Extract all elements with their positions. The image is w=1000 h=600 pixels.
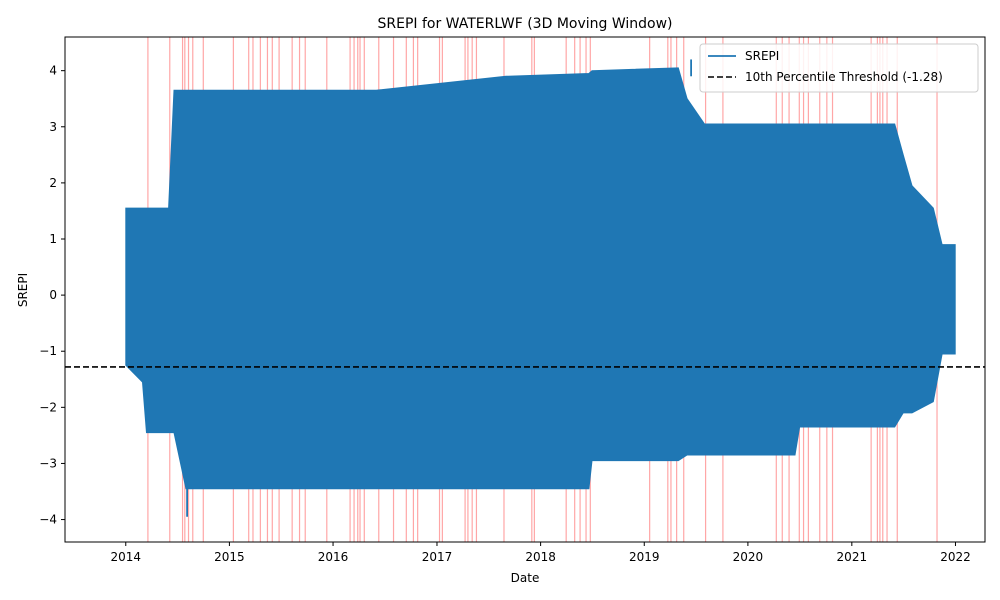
y-tick-label: 2 [49,176,57,190]
y-tick-label: −1 [39,344,57,358]
y-axis-label: SREPI [16,273,30,307]
y-tick-label: −2 [39,400,57,414]
x-axis: 2014 2015 2016 2017 2018 2019 2020 2021 2022 [110,542,971,564]
legend-label-srepi: SREPI [745,49,779,63]
x-tick-label: 2021 [837,550,868,564]
y-tick-label: 0 [49,288,57,302]
series-srepi [125,59,956,517]
chart-title: SREPI for WATERLWF (3D Moving Window) [377,16,672,32]
legend-label-threshold: 10th Percentile Threshold (-1.28) [745,70,943,84]
x-tick-label: 2018 [525,550,556,564]
y-tick-label: 3 [49,120,57,134]
x-tick-label: 2014 [110,550,141,564]
legend: SREPI 10th Percentile Threshold (-1.28) [699,43,979,93]
x-tick-label: 2016 [318,550,349,564]
y-tick-label: 1 [49,232,57,246]
x-tick-label: 2022 [940,550,971,564]
x-tick-label: 2019 [629,550,660,564]
y-tick-label: 4 [49,64,57,78]
y-tick-label: −4 [39,513,57,527]
x-tick-label: 2017 [422,550,453,564]
y-axis: −4 −3 −2 −1 0 1 2 3 4 [39,64,65,527]
x-axis-label: Date [511,571,540,585]
y-tick-label: −3 [39,456,57,470]
series-line-srepi [125,67,956,490]
legend-box [699,43,979,93]
x-tick-label: 2015 [214,550,245,564]
plot-frame [64,36,986,543]
x-tick-label: 2020 [733,550,764,564]
